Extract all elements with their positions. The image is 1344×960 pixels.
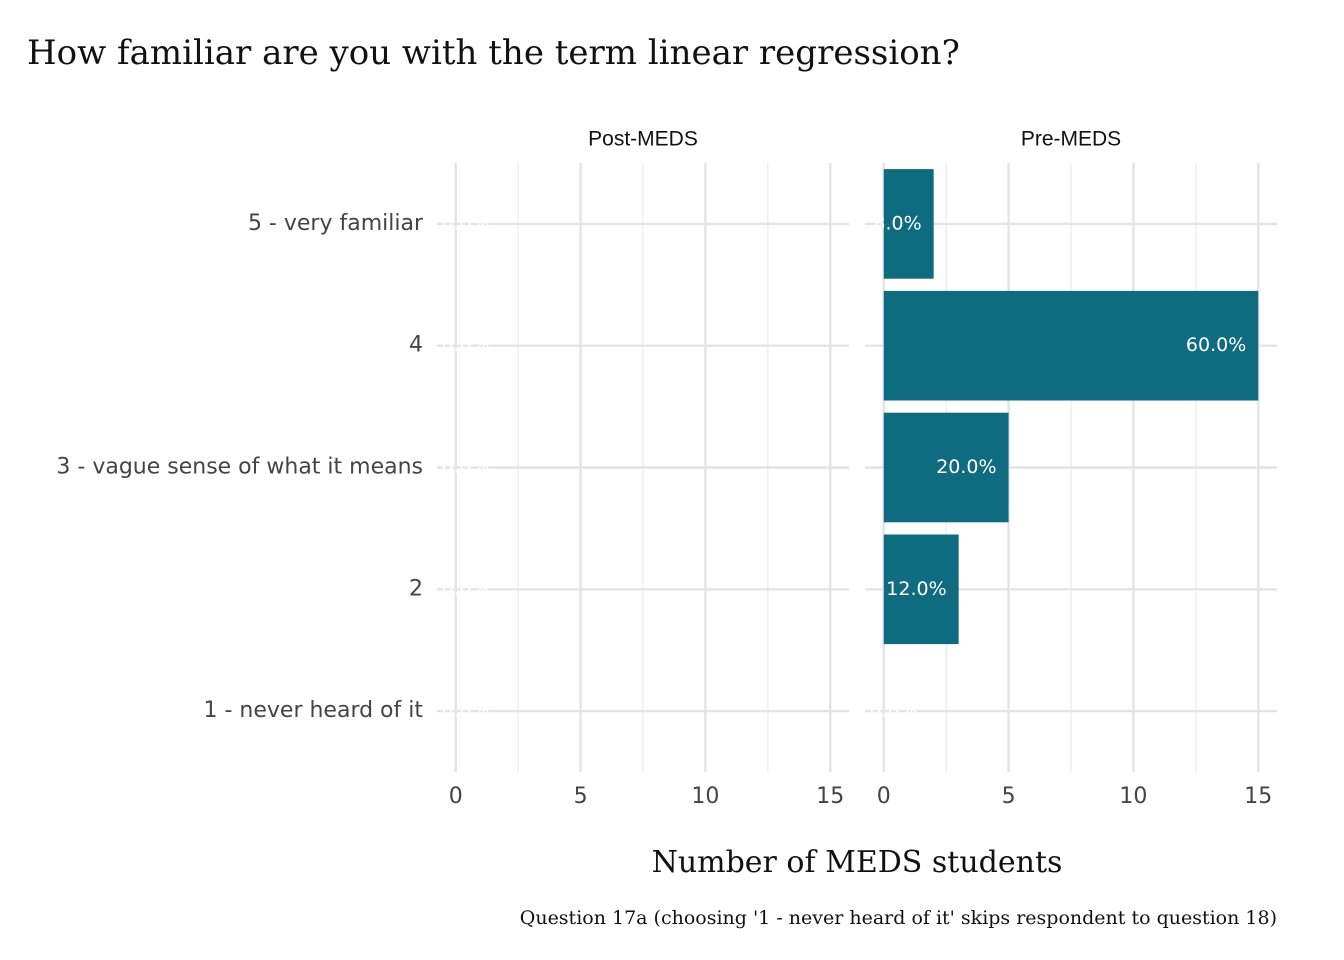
x-tick-label: 10 [1119,784,1147,809]
x-tick-label: 5 [574,784,588,809]
y-tick-label: 5 - very familiar [248,211,424,236]
y-tick-label: 2 [409,576,423,601]
x-tick-label: 0 [449,784,463,809]
value-label: 0.0% [441,334,489,356]
value-label: 0.0% [441,212,489,234]
bar [883,412,1009,523]
value-label: 0.0% [441,456,489,478]
value-label: 0.0% [441,700,489,722]
value-label: 20.0% [936,456,996,478]
facet-label: Pre-MEDS [1021,128,1121,151]
x-tick-label: 15 [816,784,844,809]
x-tick-label: 10 [691,784,719,809]
x-tick-label: 5 [1002,784,1016,809]
caption: Question 17a (choosing '1 - never heard … [520,907,1277,929]
x-tick-label: 0 [877,784,891,809]
bar [883,290,1259,401]
y-tick-label: 3 - vague sense of what it means [56,455,423,480]
bar [883,169,934,279]
x-axis-label: Number of MEDS students [652,845,1063,880]
x-tick-label: 15 [1244,784,1272,809]
value-label: 12.0% [886,578,946,600]
chart-title: How familiar are you with the term linea… [27,33,960,73]
y-tick-label: 1 - never heard of it [203,698,423,723]
bar [883,534,959,645]
facet-label: Post-MEDS [588,128,698,151]
value-label: 0.0% [441,578,489,600]
value-label: 8.0% [873,212,921,234]
y-tick-label: 4 [409,333,423,358]
value-label: 60.0% [1186,334,1246,356]
value-label: 0.0% [869,700,917,722]
